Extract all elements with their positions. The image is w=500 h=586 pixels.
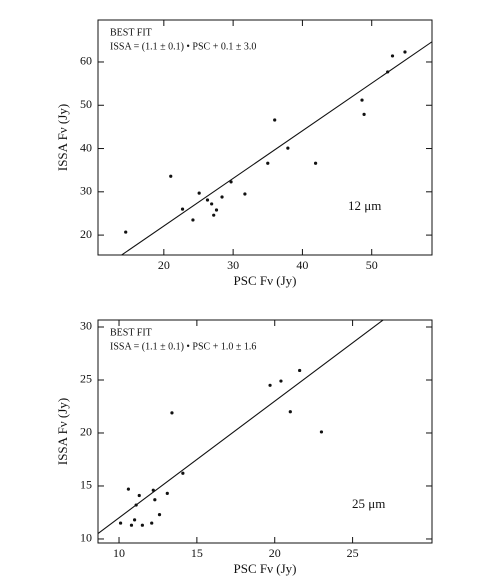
point (165, 491, 169, 495)
point (403, 50, 407, 54)
plot-frame (97, 19, 433, 256)
y-axis-label: ISSA Fν (Jy) (55, 398, 70, 465)
point (288, 410, 292, 414)
point (170, 411, 174, 415)
y-tick-label: 50 (80, 97, 92, 111)
y-tick-label: 20 (80, 227, 92, 241)
point (191, 218, 195, 222)
point (129, 523, 134, 527)
point (140, 523, 144, 527)
point (298, 368, 302, 373)
y-axis-label: ISSA Fν (Jy) (55, 104, 70, 171)
panel: 20 30 40 50 20 30 40 50 60 PSC Fν (Jy) ISSA Fν (Jy… (55, 19, 433, 288)
point (210, 202, 214, 206)
point (214, 208, 219, 212)
y-tick-label: 40 (80, 140, 92, 154)
y-tick-label: 30 (80, 319, 92, 333)
point (153, 498, 157, 502)
point (151, 488, 155, 492)
x-tick-label: 25 (347, 546, 359, 560)
x-tick-label: 20 (269, 546, 281, 560)
x-tick-label: 20 (158, 258, 170, 272)
annotation-title: BEST FIT (110, 27, 152, 38)
x-tick-label: 15 (191, 546, 203, 560)
x-tick-label: 10 (113, 546, 125, 560)
panel: 10 15 20 25 10 15 20 25 30 PSC Fν (Jy) ISSA Fν (Jy… (55, 319, 433, 576)
point (118, 521, 123, 525)
point (386, 70, 390, 74)
point (313, 161, 318, 165)
point (362, 112, 366, 116)
x-tick-label: 50 (366, 258, 378, 272)
point (150, 521, 154, 525)
point (124, 230, 128, 234)
point (273, 118, 277, 122)
point (286, 146, 290, 150)
point (157, 512, 162, 517)
point (390, 54, 395, 58)
point (132, 518, 137, 522)
annotation-band: 25 μm (352, 496, 385, 511)
x-axis-label: PSC Fν (Jy) (234, 273, 297, 288)
annotation-fit: ISSA = (1.1 ± 0.1) • PSC + 1.0 ± 1.6 (110, 341, 256, 352)
x-axis-label: PSC Fν (Jy) (234, 561, 297, 576)
point (279, 379, 283, 383)
point (268, 383, 272, 387)
point (266, 161, 270, 165)
point (220, 195, 224, 199)
plot-frame (97, 319, 433, 544)
annotation-fit: ISSA = (1.1 ± 0.1) • PSC + 0.1 ± 3.0 (110, 41, 256, 52)
point (180, 207, 185, 211)
point (126, 487, 130, 491)
point (137, 493, 141, 498)
point (205, 198, 210, 202)
y-tick-label: 60 (80, 54, 92, 68)
point (197, 191, 201, 195)
point (134, 503, 138, 507)
y-tick-label: 30 (80, 184, 92, 198)
x-tick-label: 30 (227, 258, 239, 272)
fit-line (98, 320, 385, 534)
point (169, 174, 173, 178)
y-tick-label: 15 (80, 478, 92, 492)
point (243, 192, 247, 196)
y-tick-label: 10 (80, 531, 92, 545)
point (319, 430, 324, 434)
annotation-title: BEST FIT (110, 327, 152, 338)
annotation-band: 12 μm (348, 198, 381, 213)
point (360, 98, 364, 102)
y-tick-label: 25 (80, 372, 92, 386)
x-tick-label: 40 (296, 258, 308, 272)
point (229, 180, 233, 184)
y-tick-label: 20 (80, 425, 92, 439)
point (181, 471, 185, 475)
point (212, 213, 216, 217)
fit-line (120, 41, 432, 255)
